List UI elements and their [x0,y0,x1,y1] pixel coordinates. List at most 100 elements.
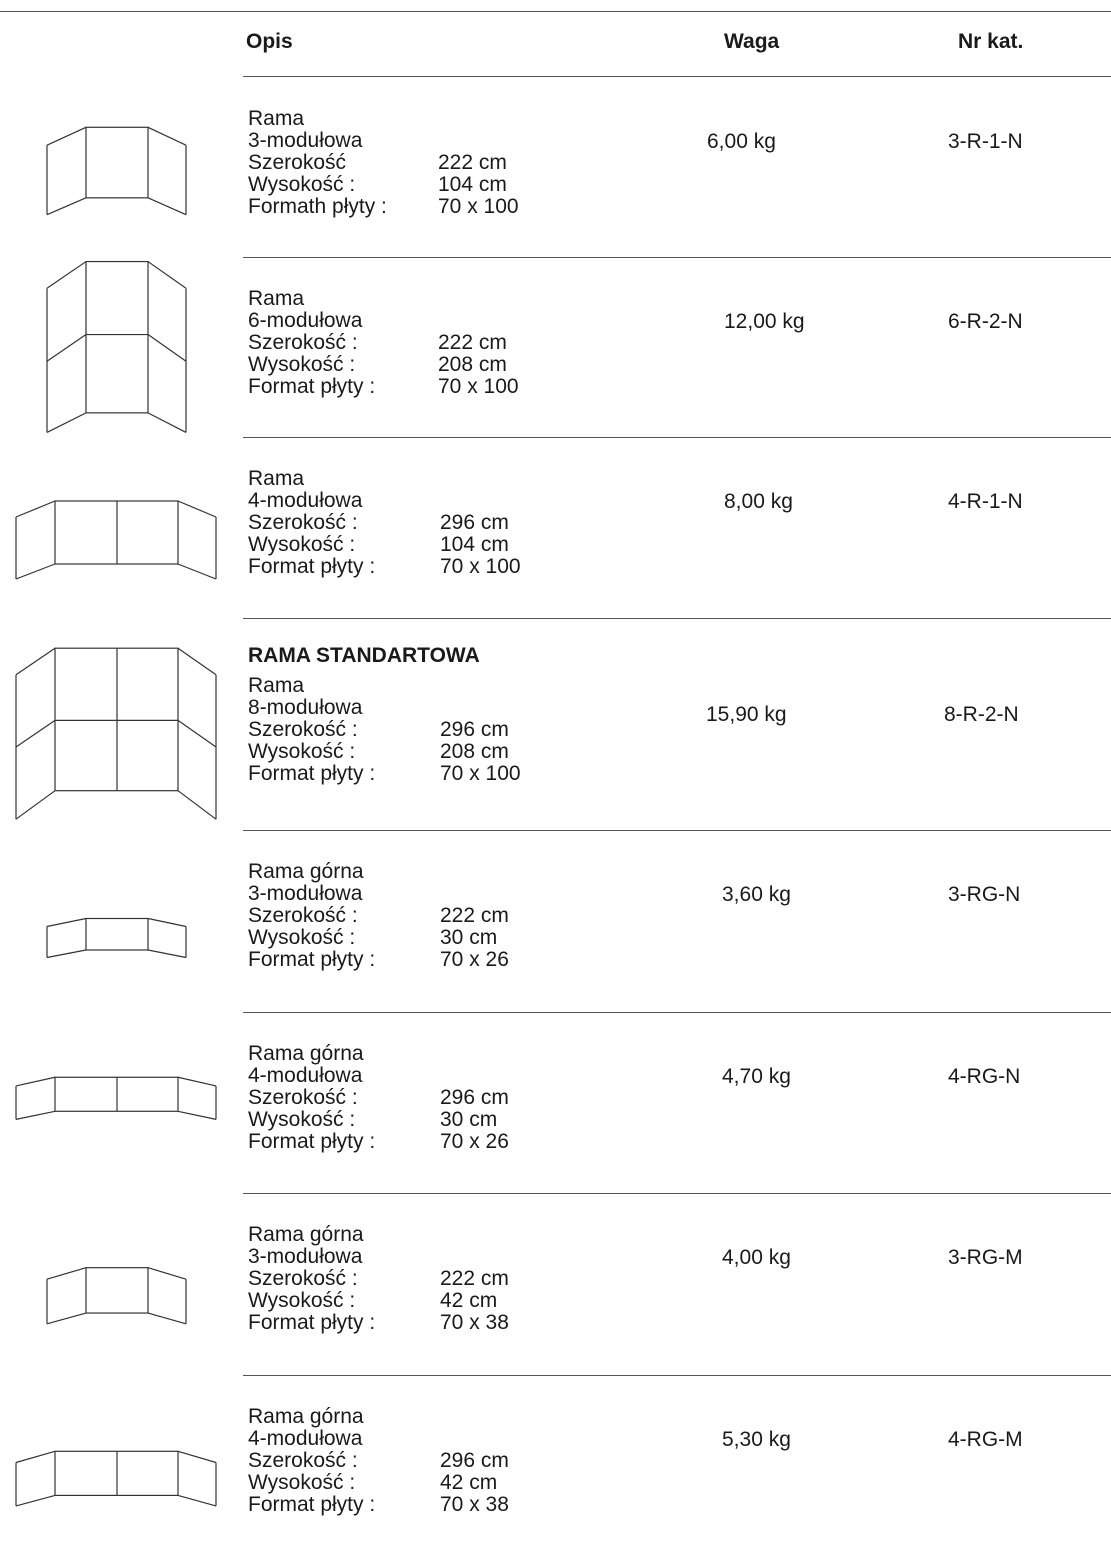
product-catalog-number: 3-R-1-N [948,130,1023,153]
product-catalog-number: 6-R-2-N [948,310,1023,333]
product-title: Rama górna [248,1223,364,1246]
spec-width-value: 296 cm [440,1449,509,1472]
spec-width: Szerokość 222 cm [248,152,519,174]
spec-width-value: 296 cm [440,718,509,741]
top-frame-3-module-icon [0,909,243,959]
product-catalog-number: 3-RG-M [948,1246,1023,1269]
spec-width: Szerokość : 222 cm [248,905,509,927]
spec-height-value: 208 cm [440,740,509,763]
spec-width-value: 296 cm [440,1086,509,1109]
product-description: Rama górna 4-modułowa Szerokość :296 cm Wys… [248,1406,509,1516]
table-row: Rama górna 4-modułowa Szerokość :296 cm Wys… [0,1376,1111,1551]
spec-width-label: Szerokość : [248,1449,358,1472]
product-catalog-number: 3-RG-N [948,883,1021,906]
spec-height: Wysokość : 104 cm [248,534,521,556]
spec-width-value: 222 cm [438,331,507,354]
product-title: Rama [248,107,305,130]
spec-format-value: 70 x 100 [438,195,519,218]
spec-format: Format płyty : 70 x 38 [248,1494,509,1516]
spec-width-value: 222 cm [440,904,509,927]
product-title: Rama górna [248,1405,364,1428]
spec-width-label: Szerokość : [248,1267,358,1290]
spec-format-label: Format płyty : [248,1130,376,1153]
spec-format-value: 70 x 38 [440,1493,509,1516]
spec-height-label: Wysokość : [248,1471,356,1494]
spec-width: Szerokość : 222 cm [248,332,519,354]
spec-width-value: 296 cm [440,511,509,534]
spec-height-value: 104 cm [438,173,507,196]
table-row: RAMA STANDARTOWA Rama 8-modułowa Szerokość … [0,619,1111,831]
product-title: Rama górna [248,860,364,883]
spec-format-value: 70 x 38 [440,1311,509,1334]
spec-height: Wysokość : 42 cm [248,1472,509,1494]
product-weight: 8,00 kg [724,490,793,513]
row-divider [243,437,1111,438]
row-divider [243,618,1111,619]
product-description: Rama 4-modułowa Szerokość :296 cm Wysokość … [248,468,521,578]
row-divider [243,1375,1111,1376]
table-row: Rama 6-modułowa Szerokość :222 cm Wysokość … [0,258,1111,438]
spec-height-value: 104 cm [440,533,509,556]
spec-width-label: Szerokość : [248,331,358,354]
spec-format: Format płyty : 70 x 100 [248,376,519,398]
product-title: Rama [248,467,305,490]
spec-height-value: 30 cm [440,1108,498,1131]
top-frame-3-module-icon [0,1254,243,1326]
product-modules: 4-modułowa [248,1064,363,1087]
spec-format: Format płyty : 70 x 38 [248,1312,509,1334]
product-modules: 3-modułowa [248,882,363,905]
spec-height-label: Wysokość : [248,1108,356,1131]
spec-height: Wysokość : 104 cm [248,174,519,196]
spec-format-label: Format płyty : [248,375,376,398]
product-catalog-number: 8-R-2-N [944,703,1019,726]
spec-width: Szerokość : 296 cm [248,1450,509,1472]
spec-width: Szerokość : 296 cm [248,512,521,534]
spec-height-value: 42 cm [440,1471,498,1494]
spec-format-label: Format płyty : [248,948,376,971]
spec-format: Format płyty : 70 x 26 [248,949,509,971]
product-weight: 5,30 kg [722,1428,791,1451]
table-row: Rama górna 3-modułowa Szerokość :222 cm Wys… [0,1194,1111,1376]
product-description: Rama górna 4-modułowa Szerokość :296 cm Wys… [248,1043,509,1153]
top-rule [0,11,1111,12]
standard-label: RAMA STANDARTOWA [248,644,480,667]
spec-format-value: 70 x 26 [440,948,509,971]
spec-format-label: Format płyty : [248,1493,376,1516]
spec-format: Format płyty : 70 x 26 [248,1131,509,1153]
frame-6-module-icon [0,258,243,436]
spec-height-label: Wysokość : [248,353,356,376]
spec-format-label: Formath płyty : [248,195,387,218]
row-divider [243,1012,1111,1013]
spec-format-label: Format płyty : [248,1311,376,1334]
product-modules: 4-modułowa [248,1427,363,1450]
product-title: Rama [248,287,305,310]
spec-format-value: 70 x 26 [440,1130,509,1153]
product-title: Rama górna [248,1042,364,1065]
header-waga: Waga [724,30,780,53]
spec-format-value: 70 x 100 [440,762,521,785]
product-catalog-number: 4-R-1-N [948,490,1023,513]
spec-height-value: 208 cm [438,353,507,376]
frame-4-module-icon [0,482,243,582]
table-row: Rama 3-modułowa Szerokość 222 cm Wysokość : 1… [0,78,1111,258]
row-divider [243,1193,1111,1194]
spec-height-label: Wysokość : [248,740,356,763]
frame-8-module-icon [0,633,243,823]
spec-format: Format płyty : 70 x 100 [248,556,521,578]
spec-height: Wysokość : 30 cm [248,1109,509,1131]
spec-format-label: Format płyty : [248,555,376,578]
product-catalog-number: 4-RG-N [948,1065,1021,1088]
spec-width: Szerokość : 296 cm [248,719,521,741]
spec-height-label: Wysokość : [248,926,356,949]
header-rule [243,76,1111,77]
spec-format: Formath płyty : 70 x 100 [248,196,519,218]
header-opis: Opis [246,30,293,53]
spec-width: Szerokość : 222 cm [248,1268,509,1290]
product-weight: 3,60 kg [722,883,791,906]
product-weight: 4,70 kg [722,1065,791,1088]
product-weight: 4,00 kg [722,1246,791,1269]
spec-width-value: 222 cm [438,151,507,174]
spec-format-value: 70 x 100 [438,375,519,398]
top-frame-4-module-icon [0,1438,243,1508]
table-row: Rama górna 4-modułowa Szerokość :296 cm Wys… [0,1013,1111,1194]
